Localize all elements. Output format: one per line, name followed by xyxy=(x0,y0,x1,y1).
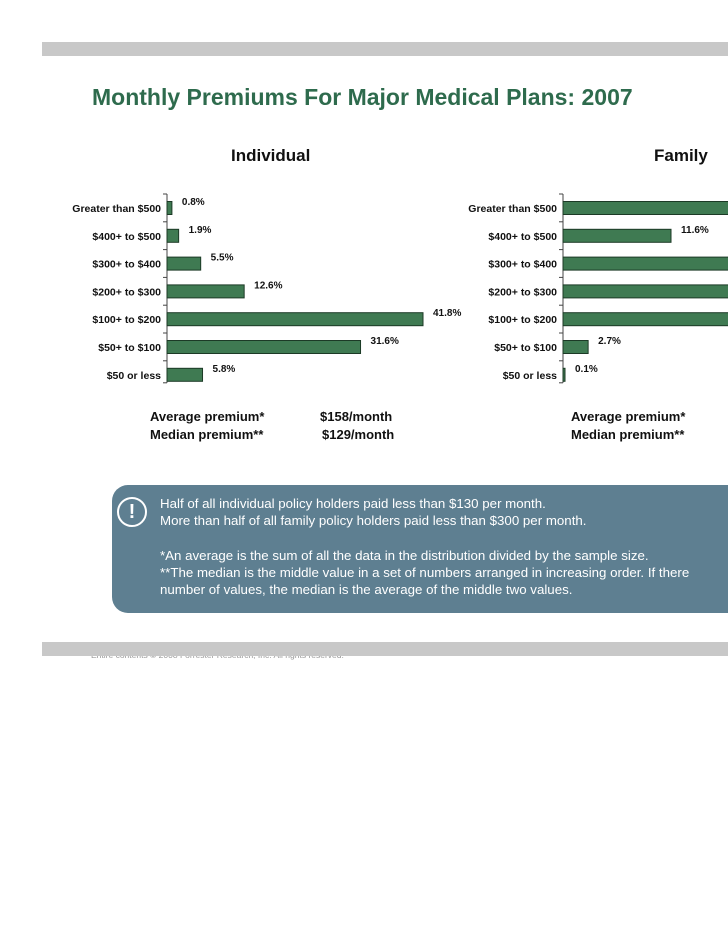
callout-footnote-2: **The median is the middle value in a se… xyxy=(160,565,690,580)
individual-bar-400-to-500 xyxy=(166,228,180,243)
family-median-label: Median premium** xyxy=(571,427,685,442)
family-bar-50-or-less xyxy=(562,367,566,382)
callout-line-2: More than half of all family policy hold… xyxy=(160,513,587,528)
individual-value-label: 0.8% xyxy=(182,197,205,208)
individual-bar-300-to-400 xyxy=(166,256,202,271)
individual-chart: Greater than $500 0.8% $400+ to $500 1.9% $3… xyxy=(72,193,461,384)
family-category-label: $50 or less xyxy=(503,370,557,382)
individual-median-label: Median premium** xyxy=(150,427,264,442)
family-value-label: 2.7% xyxy=(598,336,621,347)
individual-bar-100-to-200 xyxy=(166,312,424,327)
family-bar-100-to-200 xyxy=(562,312,728,327)
individual-value-label: 31.6% xyxy=(371,336,399,347)
individual-bar-200-to-300 xyxy=(166,284,245,299)
family-category-label: $100+ to $200 xyxy=(488,314,557,326)
individual-value-label: 12.6% xyxy=(254,280,282,291)
individual-avg-value: $158/month xyxy=(320,409,393,424)
individual-category-label: $300+ to $400 xyxy=(92,259,161,271)
individual-value-label: 5.5% xyxy=(211,253,234,264)
family-category-label: $200+ to $300 xyxy=(488,286,557,298)
individual-category-label: $100+ to $200 xyxy=(92,314,161,326)
individual-value-label: 41.8% xyxy=(433,308,461,319)
individual-category-label: $50 or less xyxy=(107,370,161,382)
family-chart: Greater than $500 $400+ to $500 11.6% $300+… xyxy=(468,193,728,384)
family-bar-50-to-100 xyxy=(562,340,589,354)
family-category-label: $50+ to $100 xyxy=(494,342,557,354)
individual-bar-50-or-less xyxy=(166,367,204,382)
exclamation-icon: ! xyxy=(117,497,147,527)
callout-footnote-1: *An average is the sum of all the data i… xyxy=(160,548,649,563)
family-category-label: Greater than $500 xyxy=(468,203,557,215)
callout-line-1: Half of all individual policy holders pa… xyxy=(160,496,546,511)
individual-category-label: Greater than $500 xyxy=(72,203,161,215)
callout-footnote-3: number of values, the median is the aver… xyxy=(160,582,573,597)
individual-median-value: $129/month xyxy=(322,427,395,442)
individual-category-label: $200+ to $300 xyxy=(92,286,161,298)
family-bar-200-to-300 xyxy=(562,284,728,299)
individual-value-label: 1.9% xyxy=(189,225,212,236)
slide-title: Monthly Premiums For Major Medical Plans… xyxy=(92,84,633,110)
individual-category-label: $400+ to $500 xyxy=(92,231,161,243)
family-chart-title: Family xyxy=(654,146,708,165)
family-value-label: 11.6% xyxy=(681,225,709,236)
family-avg-label: Average premium* xyxy=(571,409,686,424)
family-bar-300-to-400 xyxy=(562,256,728,271)
individual-bar-greater-than-500 xyxy=(166,201,173,215)
individual-bar-50-to-100 xyxy=(166,340,362,354)
individual-avg-label: Average premium* xyxy=(150,409,265,424)
family-category-label: $300+ to $400 xyxy=(488,259,557,271)
individual-value-label: 5.8% xyxy=(213,364,236,375)
family-value-label: 0.1% xyxy=(575,364,598,375)
callout-box xyxy=(112,485,728,613)
family-bar-400-to-500 xyxy=(562,228,672,243)
individual-category-label: $50+ to $100 xyxy=(98,342,161,354)
bottom-rule xyxy=(42,642,728,656)
family-category-label: $400+ to $500 xyxy=(488,231,557,243)
top-rule xyxy=(42,42,728,56)
family-bar-greater-than-500 xyxy=(562,201,728,215)
individual-chart-title: Individual xyxy=(231,146,311,165)
